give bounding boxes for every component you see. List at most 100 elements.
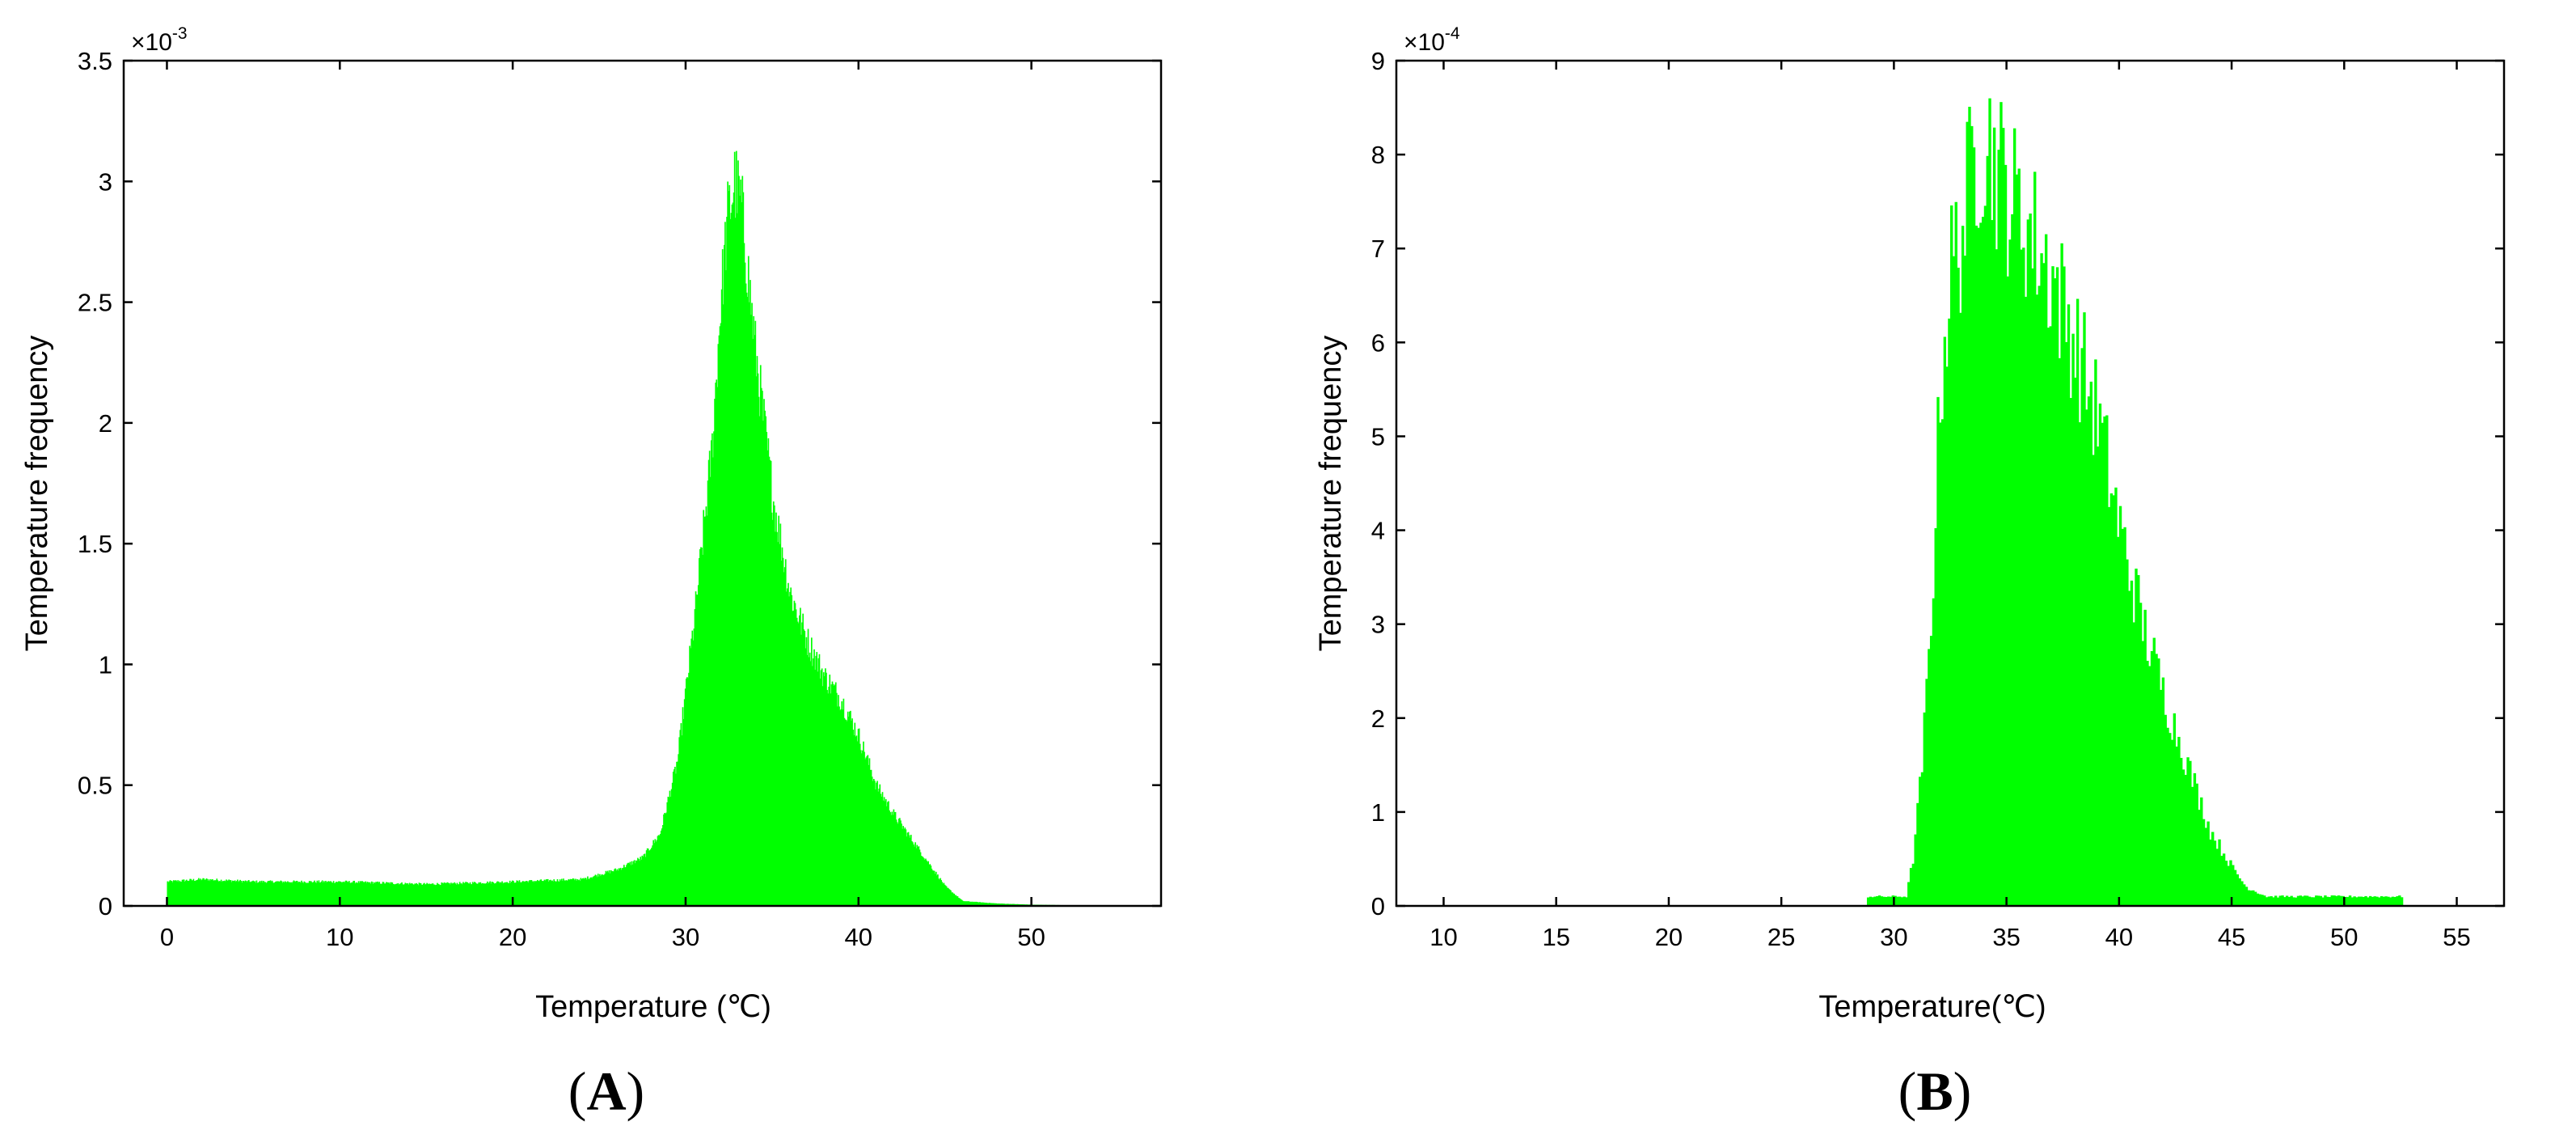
histogram-bar <box>970 901 973 906</box>
histogram-bar <box>375 882 377 906</box>
histogram-bar <box>304 882 306 906</box>
histogram-bar <box>196 880 198 906</box>
histogram-bar <box>679 730 682 906</box>
histogram-bar <box>2359 896 2363 906</box>
histogram-bar <box>2249 890 2253 906</box>
histogram-bar <box>775 531 776 906</box>
histogram-bar <box>593 875 596 906</box>
histogram-bar <box>437 882 438 906</box>
histogram-bar <box>574 880 576 906</box>
histogram-bar <box>2301 896 2304 906</box>
histogram-bar <box>563 878 564 906</box>
histogram-bar <box>413 884 415 906</box>
histogram-bar <box>380 883 382 906</box>
histogram-bar <box>1900 897 1904 906</box>
histogram-bar <box>297 882 299 906</box>
histogram-bar <box>602 874 603 906</box>
histogram-bar <box>1007 903 1009 906</box>
histogram-bar <box>192 880 194 906</box>
histogram-bar <box>805 637 808 906</box>
histogram-bar <box>289 882 290 906</box>
histogram-bar <box>2143 609 2147 906</box>
histogram-bar <box>782 557 784 906</box>
histogram-bar <box>806 654 809 906</box>
histogram-bar <box>2382 896 2386 906</box>
histogram-bar <box>969 901 971 906</box>
histogram-bar <box>567 880 569 906</box>
histogram-bar <box>369 882 371 906</box>
histogram-bar <box>882 800 885 906</box>
histogram-bar <box>330 881 332 906</box>
histogram-bar <box>288 882 289 906</box>
histogram-bar <box>366 882 369 906</box>
x-tick-label: 55 <box>2443 923 2470 951</box>
histogram-bar <box>1882 896 1886 906</box>
histogram-bar <box>944 884 946 906</box>
x-tick-label: 15 <box>1542 923 1569 951</box>
histogram-bar <box>602 875 604 906</box>
histogram-bar <box>513 881 514 906</box>
histogram-bar <box>633 860 636 906</box>
histogram-bar <box>2117 536 2120 906</box>
histogram-bar <box>393 884 395 906</box>
histogram-bar <box>337 882 339 906</box>
histogram-bar <box>830 693 832 906</box>
histogram-bar <box>469 882 471 906</box>
histogram-bar <box>529 880 531 906</box>
histogram-bar <box>303 881 306 906</box>
histogram-bar <box>932 870 935 906</box>
histogram-bar <box>2097 446 2100 906</box>
histogram-bar <box>435 884 437 906</box>
histogram-bar <box>880 793 882 906</box>
histogram-bar <box>2137 575 2140 906</box>
histogram-bar <box>850 710 851 906</box>
histogram-bar <box>880 796 883 906</box>
histogram-bar <box>927 861 929 906</box>
histogram-bar <box>246 882 248 906</box>
histogram-bar <box>209 881 211 906</box>
panel-label-a: (A) <box>568 1060 644 1122</box>
histogram-bar <box>753 315 755 907</box>
histogram-bar <box>665 813 666 906</box>
histogram-bar <box>522 881 525 906</box>
histogram-bar <box>2085 409 2088 906</box>
histogram-bar <box>796 621 799 906</box>
histogram-bar <box>394 884 396 906</box>
histogram-bar <box>382 882 385 906</box>
histogram-bar <box>1004 903 1007 906</box>
histogram-bar <box>266 882 268 906</box>
histogram-bar <box>874 781 876 906</box>
histogram-bar <box>927 861 928 906</box>
histogram-bar <box>562 881 564 906</box>
histogram-bar <box>565 880 568 906</box>
histogram-bar <box>2337 895 2341 906</box>
histogram-bar <box>1997 150 2000 906</box>
histogram-bar <box>2319 895 2323 906</box>
histogram-bar <box>2240 881 2244 906</box>
histogram-bar <box>524 881 526 906</box>
histogram-bar <box>268 880 270 906</box>
histogram-bar <box>608 870 610 906</box>
histogram-bar <box>815 655 817 906</box>
histogram-bar <box>2353 896 2356 906</box>
histogram-bar <box>487 881 488 906</box>
histogram-bar <box>657 835 660 906</box>
histogram-bar <box>440 884 441 906</box>
histogram-bar <box>480 883 483 906</box>
histogram-bar <box>390 882 391 906</box>
histogram-bar <box>192 878 195 906</box>
histogram-bar <box>640 859 643 906</box>
histogram-bar <box>415 883 416 906</box>
histogram-bar <box>931 869 933 906</box>
histogram-bar <box>2159 689 2163 906</box>
histogram-bar <box>538 881 540 906</box>
histogram-bar <box>2348 895 2352 906</box>
histogram-bar <box>595 875 598 906</box>
histogram-bar <box>204 880 206 906</box>
histogram-bar <box>2024 296 2028 906</box>
histogram-bar <box>918 846 920 906</box>
histogram-bar <box>604 874 606 906</box>
histogram-bar <box>353 881 354 906</box>
histogram-bar <box>2051 266 2054 906</box>
